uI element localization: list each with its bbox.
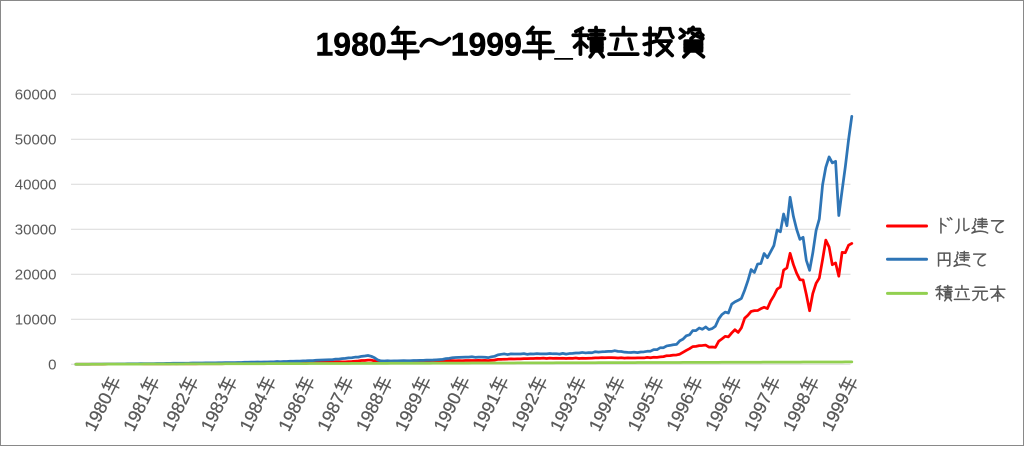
- svg-text:0: 0: [48, 357, 56, 374]
- svg-text:10000: 10000: [15, 312, 57, 329]
- svg-text:50000: 50000: [15, 132, 57, 149]
- svg-text:30000: 30000: [15, 222, 57, 239]
- svg-text:_: _: [554, 27, 574, 63]
- svg-text:40000: 40000: [15, 177, 57, 194]
- svg-text:60000: 60000: [15, 87, 57, 104]
- svg-text:20000: 20000: [15, 267, 57, 284]
- svg-text:1999: 1999: [451, 27, 522, 63]
- svg-text:1980: 1980: [316, 27, 387, 63]
